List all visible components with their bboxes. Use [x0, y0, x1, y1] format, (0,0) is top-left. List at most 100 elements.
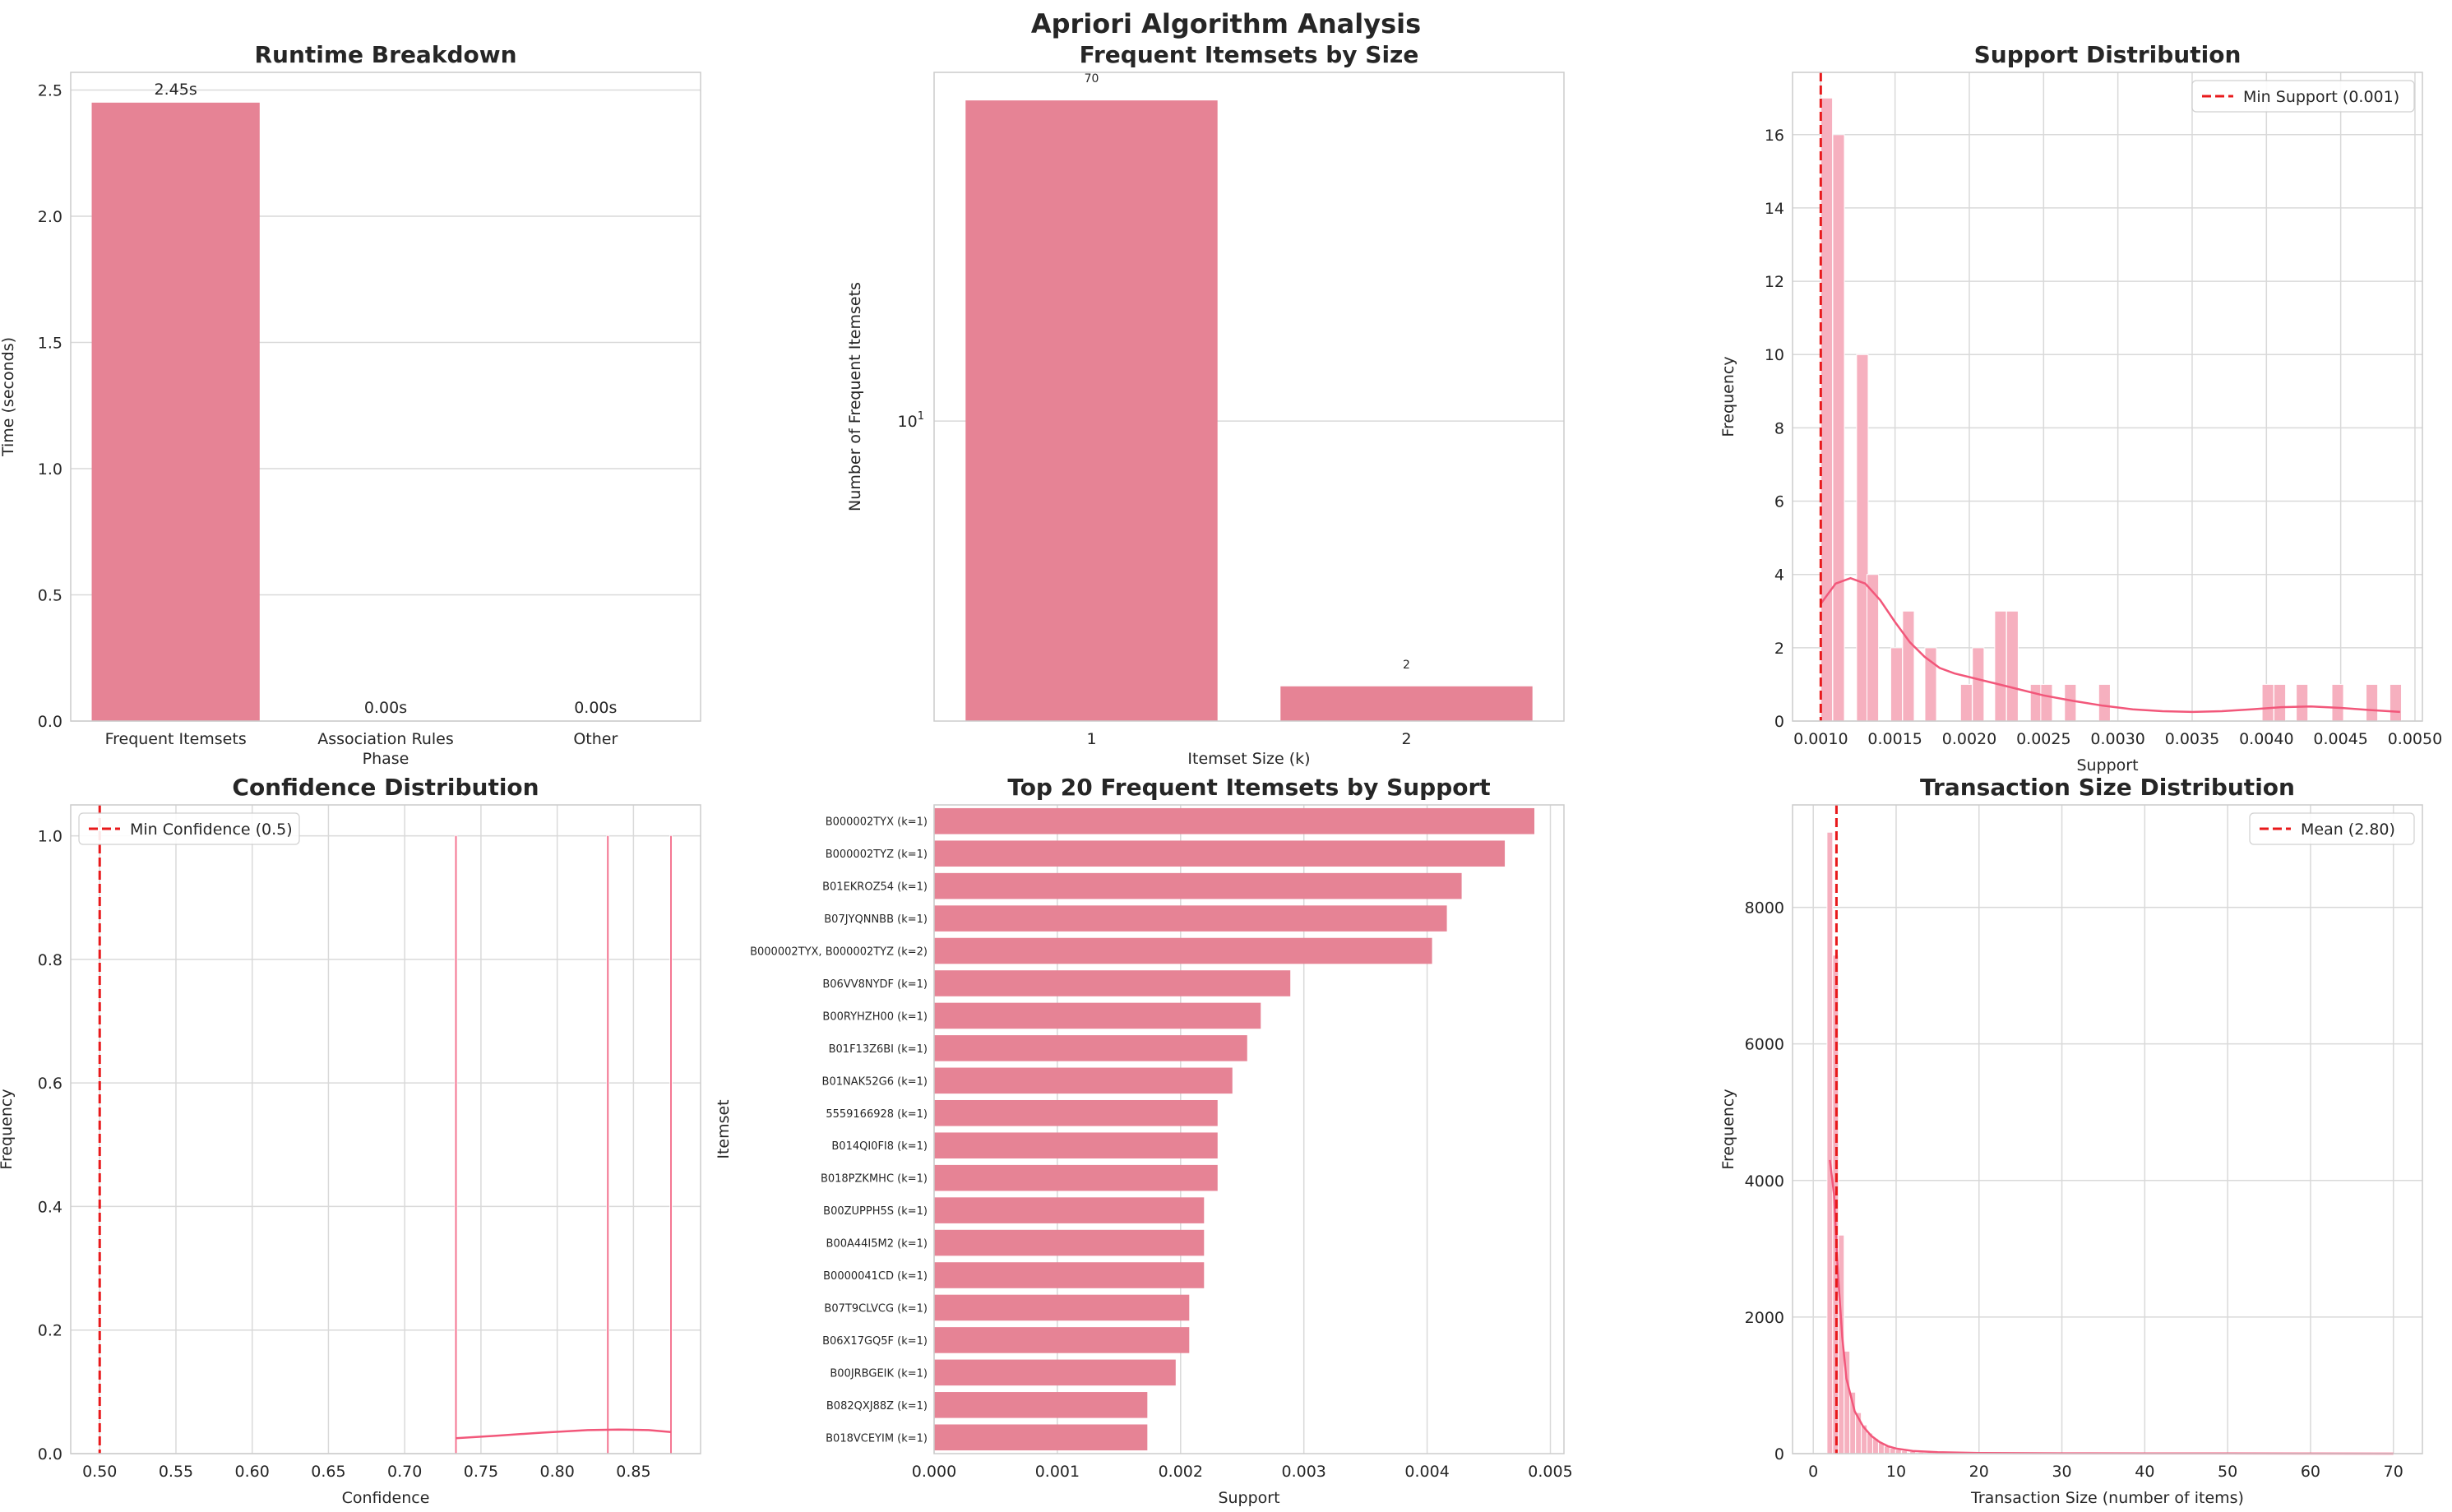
itemset-support-bar: [934, 1164, 1218, 1191]
panel-title: Transaction Size Distribution: [1920, 774, 2295, 801]
y-tick-label: 16: [1765, 127, 1784, 145]
x-axis-label: Support: [1218, 1489, 1279, 1507]
itemsets-by-size-chart: 101 70 1 2 2 Frequent Itemsets by Size Itemset…: [846, 41, 1565, 768]
legend: Min Support (0.001): [2191, 80, 2415, 113]
panel-title: Top 20 Frequent Itemsets by Support: [1007, 774, 1490, 801]
panel-title: Confidence Distribution: [232, 774, 539, 801]
y-tick-label: B01EKROZ54 (k=1): [822, 881, 928, 894]
itemset-support-bar: [934, 872, 1462, 899]
histogram-bar: [2366, 683, 2379, 722]
x-tick-label: 2: [1401, 730, 1411, 748]
plot-frame: [1792, 72, 2423, 722]
y-tick-label: 2.0: [38, 208, 62, 226]
y-tick-label: 4: [1774, 566, 1784, 585]
legend: Mean (2.80): [2249, 812, 2415, 845]
bar-value-label: 2.45s: [155, 81, 197, 99]
itemset-support-bar: [934, 1099, 1218, 1126]
x-tick-label: 50: [2218, 1463, 2237, 1481]
x-tick-label: 0.0015: [1867, 730, 1922, 748]
y-tick-label: B00RYHZH00 (k=1): [822, 1010, 928, 1023]
bar-value-label: 0.00s: [364, 699, 407, 717]
bar-value-label: 0.00s: [574, 699, 617, 717]
x-tick-label: 0.60: [235, 1463, 270, 1481]
legend-box: [2191, 80, 2415, 113]
x-tick-label: 0.002: [1159, 1463, 1203, 1481]
y-tick-label: B01F13Z6BI (k=1): [829, 1043, 928, 1056]
legend-label: Min Confidence (0.5): [130, 821, 293, 839]
bar-value-label: 2: [1403, 659, 1410, 672]
y-tick-label: 0.2: [38, 1322, 62, 1340]
y-axis-label: Frequency: [1719, 356, 1737, 437]
legend-label: Min Support (0.001): [2243, 88, 2399, 106]
y-tick-label: 0.5: [38, 586, 62, 604]
y-tick-label: 10: [1765, 346, 1784, 364]
x-tick-label: 0.0025: [2016, 730, 2070, 748]
histogram-bar: [2389, 683, 2403, 722]
legend-box: [78, 812, 300, 845]
bar-value-label: 70: [1085, 72, 1099, 86]
plot-frame: [933, 804, 1565, 1454]
x-tick-label: Other: [573, 730, 618, 748]
x-tick-label: 0.0030: [2090, 730, 2144, 748]
x-tick-label: 1: [1086, 730, 1096, 748]
y-tick-label: B018VCEYIM (k=1): [826, 1432, 928, 1445]
itemset-support-bar: [934, 1035, 1247, 1061]
histogram-bar: [1994, 610, 2007, 722]
x-tick-label: 0.004: [1404, 1463, 1449, 1481]
itemset-support-bar: [934, 970, 1291, 996]
x-tick-label: 10: [1886, 1463, 1906, 1481]
x-tick-label: 0.000: [912, 1463, 956, 1481]
itemset-support-bar: [934, 1294, 1190, 1321]
runtime-breakdown-chart: 0.0 0.5 1.0 1.5 2.0 2.5 2.45s Frequent Itemsets…: [0, 41, 701, 768]
plot-frame: [933, 72, 1565, 722]
panel-title: Frequent Itemsets by Size: [1080, 41, 1419, 68]
top20-itemsets-chart: 0.000 0.001 0.002 0.003 0.004 0.005 B000002TYX…: [715, 774, 1573, 1507]
kde-curve: [1829, 1159, 2394, 1455]
runtime-bar: [91, 102, 260, 722]
histogram-bar: [2040, 683, 2053, 722]
figure-title: Apriori Algorithm Analysis: [1031, 8, 1421, 39]
x-axis-label: Itemset Size (k): [1187, 750, 1310, 768]
y-axis-label: Frequency: [0, 1089, 16, 1169]
x-tick-label: 70: [2384, 1463, 2403, 1481]
y-tick-label: B06VV8NYDF (k=1): [822, 978, 928, 991]
itemset-support-bar: [934, 1262, 1205, 1288]
y-tick-label: B00JRBGEIK (k=1): [830, 1367, 928, 1380]
histogram-bar: [1826, 831, 1834, 1454]
y-tick-label: B018PZKMHC (k=1): [821, 1173, 928, 1186]
y-tick-label: 1.0: [38, 460, 62, 479]
legend: Min Confidence (0.5): [78, 812, 300, 845]
y-tick-label: 0: [1774, 1445, 1784, 1463]
y-tick-label: 101: [898, 410, 924, 431]
plot-frame: [70, 72, 701, 722]
histogram-bar: [2098, 683, 2111, 722]
y-tick-label: 1.5: [38, 334, 62, 352]
x-tick-label: 0.55: [159, 1463, 193, 1481]
x-tick-label: 0.65: [311, 1463, 345, 1481]
panel-title: Support Distribution: [1974, 41, 2241, 68]
x-tick-label: 0.50: [82, 1463, 117, 1481]
y-tick-label: 2000: [1745, 1309, 1784, 1327]
y-tick-label: 0.0: [38, 713, 62, 731]
confidence-distribution-chart: 0.0 0.2 0.4 0.6 0.8 1.0 0.50 0.55 0.60 0.65 0.70 0.…: [0, 774, 701, 1507]
x-tick-label: 0.0010: [1793, 730, 1848, 748]
histogram-bar: [1890, 647, 1904, 722]
itemset-support-bar: [934, 840, 1506, 867]
legend-box: [2249, 812, 2415, 845]
y-tick-label: 0.6: [38, 1075, 62, 1093]
histogram-bar: [2331, 683, 2344, 722]
x-tick-label: 0.0040: [2239, 730, 2293, 748]
x-tick-label: 40: [2135, 1463, 2154, 1481]
y-tick-label: B000002TYX (k=1): [826, 816, 928, 829]
histogram-bar: [2274, 683, 2287, 722]
y-tick-label: 4000: [1745, 1172, 1784, 1191]
x-axis-label: Confidence: [342, 1489, 430, 1507]
y-tick-label: 2: [1774, 640, 1784, 658]
x-tick-label: 30: [2052, 1463, 2071, 1481]
y-tick-label: 0.8: [38, 951, 62, 969]
y-tick-label: 8000: [1745, 899, 1784, 918]
x-tick-label: 20: [1969, 1463, 1989, 1481]
histogram-bar: [1902, 610, 1915, 722]
y-tick-label: B00A44I5M2 (k=1): [826, 1238, 928, 1251]
transaction-size-distribution-chart: 0 2000 4000 6000 8000 0 10 20 30 40 50 60 70 Transact…: [1719, 774, 2423, 1507]
